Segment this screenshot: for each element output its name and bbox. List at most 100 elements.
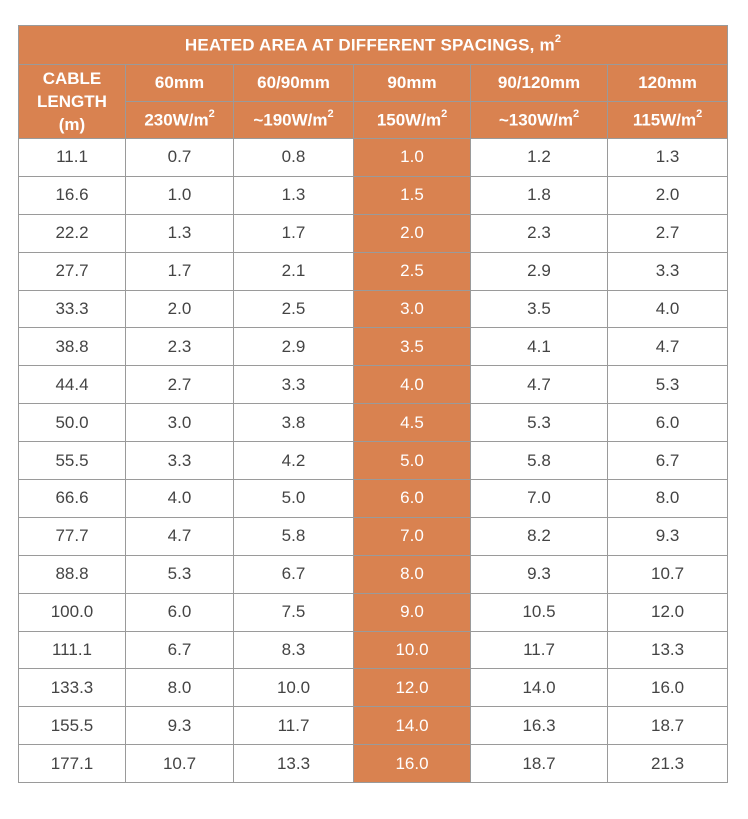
area-cell: 5.8 (470, 441, 608, 481)
cable-length-cell: 11.1 (18, 138, 126, 177)
area-cell: 1.7 (125, 251, 234, 291)
area-cell: 8.0 (125, 668, 234, 708)
area-cell: 5.0 (353, 441, 471, 481)
table-row: 44.4 2.7 3.3 4.0 4.7 5.3 (18, 365, 729, 405)
power-header-text: ~190W/m (253, 110, 328, 130)
cable-length-cell: 100.0 (18, 592, 126, 632)
area-cell: 5.0 (233, 479, 354, 518)
area-cell: 3.5 (470, 289, 608, 329)
area-cell: 6.7 (233, 554, 354, 594)
cable-length-cell: 22.2 (18, 213, 126, 253)
area-cell: 6.0 (606, 403, 729, 443)
cable-length-cell: 38.8 (18, 327, 126, 367)
area-cell: 2.5 (233, 289, 354, 329)
cable-length-cell: 77.7 (18, 516, 126, 556)
area-cell: 3.3 (606, 251, 729, 291)
area-cell: 18.7 (606, 706, 729, 746)
cable-length-cell: 44.4 (18, 365, 126, 405)
table-row: 88.8 5.3 6.7 8.0 9.3 10.7 (18, 554, 729, 594)
area-cell: 5.3 (125, 554, 234, 594)
area-cell: 3.5 (353, 327, 471, 367)
area-cell: 8.2 (470, 516, 608, 556)
area-cell: 10.7 (125, 744, 234, 784)
area-cell: 9.0 (353, 592, 471, 632)
table-row: 22.2 1.3 1.7 2.0 2.3 2.7 (18, 213, 729, 253)
power-header-text: 115W/m (632, 110, 697, 130)
area-cell: 1.3 (233, 175, 354, 215)
area-cell: 7.0 (470, 479, 608, 518)
area-cell: 16.3 (470, 706, 608, 746)
cable-length-cell: 177.1 (18, 744, 126, 784)
area-cell: 4.5 (353, 403, 471, 443)
area-cell: 1.7 (233, 213, 354, 253)
area-cell: 2.1 (233, 251, 354, 291)
area-cell: 4.2 (233, 441, 354, 481)
power-header-sup: 2 (327, 107, 334, 120)
area-cell: 4.1 (470, 327, 608, 367)
power-header: 230W/m2 (125, 101, 234, 139)
area-cell: 9.3 (606, 516, 729, 556)
area-cell: 7.5 (233, 592, 354, 632)
area-cell: 1.8 (470, 175, 608, 215)
cable-length-cell: 16.6 (18, 175, 126, 215)
area-cell: 14.0 (470, 668, 608, 708)
cable-length-cell: 33.3 (18, 289, 126, 329)
area-cell: 1.5 (353, 175, 471, 215)
table-row: 177.1 10.7 13.3 16.0 18.7 21.3 (18, 744, 729, 784)
power-header-text: ~130W/m (498, 110, 574, 130)
cable-length-cell: 50.0 (18, 403, 126, 443)
power-header-text: 150W/m (376, 110, 442, 130)
area-cell: 4.7 (470, 365, 608, 405)
table-row: 50.0 3.0 3.8 4.5 5.3 6.0 (18, 403, 729, 443)
area-cell: 5.3 (606, 365, 729, 405)
spacing-header: 60mm (125, 64, 234, 102)
area-cell: 10.0 (353, 630, 471, 670)
area-cell: 4.0 (353, 365, 471, 405)
area-cell: 4.0 (125, 479, 234, 518)
area-cell: 1.3 (606, 138, 729, 177)
area-cell: 2.9 (470, 251, 608, 291)
area-cell: 11.7 (233, 706, 354, 746)
area-cell: 5.8 (233, 516, 354, 556)
area-cell: 8.0 (353, 554, 471, 594)
spacing-header: 60/90mm (233, 64, 354, 102)
area-cell: 2.0 (353, 213, 471, 253)
area-cell: 2.5 (353, 251, 471, 291)
power-header: 150W/m2 (353, 101, 471, 139)
table-title: HEATED AREA AT DIFFERENT SPACINGS, m2 (17, 25, 729, 65)
area-cell: 1.3 (125, 213, 234, 253)
cable-length-cell: 133.3 (18, 668, 126, 708)
area-cell: 12.0 (353, 668, 471, 708)
cable-length-cell: 88.8 (18, 554, 126, 594)
area-cell: 9.3 (470, 554, 608, 594)
table-row: 111.1 6.7 8.3 10.0 11.7 13.3 (18, 630, 729, 670)
spacing-header: 120mm (606, 64, 729, 102)
power-header: ~130W/m2 (470, 101, 608, 139)
area-cell: 6.0 (125, 592, 234, 632)
area-cell: 3.3 (125, 441, 234, 481)
area-cell: 3.3 (233, 365, 354, 405)
table-title-sup: 2 (554, 32, 562, 45)
area-cell: 4.7 (125, 516, 234, 556)
area-cell: 16.0 (353, 744, 471, 784)
area-cell: 4.7 (606, 327, 729, 367)
area-cell: 3.8 (233, 403, 354, 443)
cable-header-line-3: (m) (58, 115, 86, 134)
area-cell: 12.0 (606, 592, 729, 632)
area-cell: 5.3 (470, 403, 608, 443)
area-cell: 6.7 (125, 630, 234, 670)
area-cell: 18.7 (470, 744, 608, 784)
area-cell: 2.9 (233, 327, 354, 367)
area-cell: 1.0 (125, 175, 234, 215)
cable-length-cell: 55.5 (18, 441, 126, 481)
area-cell: 1.0 (353, 138, 471, 177)
area-cell: 8.3 (233, 630, 354, 670)
table-row: 133.3 8.0 10.0 12.0 14.0 16.0 (18, 668, 729, 708)
area-cell: 0.7 (125, 138, 234, 177)
cable-length-cell: 111.1 (18, 630, 126, 670)
area-cell: 13.3 (233, 744, 354, 784)
table-row: 77.7 4.7 5.8 7.0 8.2 9.3 (18, 516, 729, 556)
area-cell: 2.3 (470, 213, 608, 253)
heated-area-table: HEATED AREA AT DIFFERENT SPACINGS, m2 CA… (17, 25, 729, 784)
table-row: 38.8 2.3 2.9 3.5 4.1 4.7 (18, 327, 729, 367)
